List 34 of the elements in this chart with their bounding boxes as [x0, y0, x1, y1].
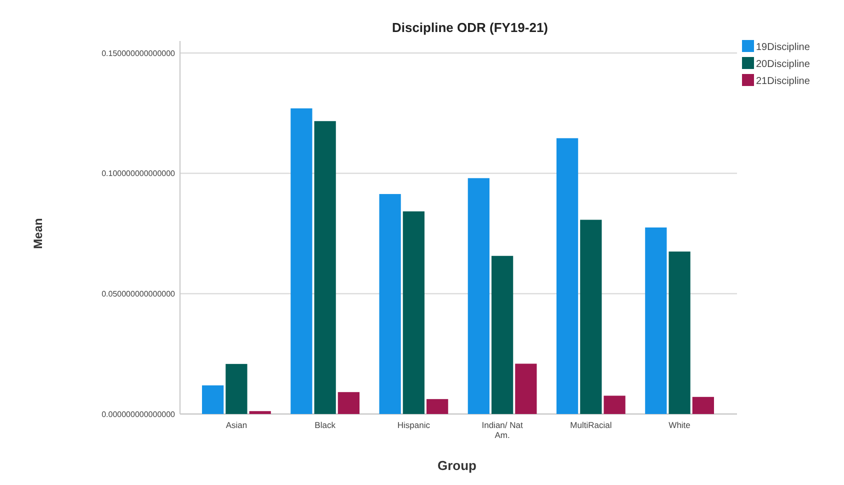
y-tick-label: 0.150000000000000	[102, 48, 176, 58]
bar	[426, 399, 448, 414]
x-axis-title: Group	[438, 458, 477, 473]
bar	[226, 364, 248, 414]
legend-label: 21Discipline	[756, 76, 810, 87]
x-tick-label: White	[668, 420, 691, 430]
y-tick-label: 0.050000000000000	[102, 289, 176, 298]
bar	[604, 396, 626, 414]
bar	[338, 392, 360, 414]
bar	[668, 252, 690, 414]
y-tick-label: 0.100000000000000	[102, 169, 176, 178]
y-tick-label: 0.000000000000000	[102, 410, 176, 419]
x-tick-label: Hispanic	[397, 420, 431, 430]
bar	[379, 194, 401, 414]
bar	[491, 256, 514, 414]
bar	[645, 227, 667, 414]
bar	[515, 364, 537, 414]
bar	[290, 108, 312, 414]
bar	[692, 396, 714, 414]
x-tick-label: MultiRacial	[570, 420, 612, 430]
x-tick-label: Indian/ Nat Am.	[482, 420, 524, 440]
bar	[402, 211, 425, 414]
bar	[249, 411, 271, 414]
x-tick-label: Asian	[226, 420, 248, 430]
bar	[202, 385, 224, 414]
bar	[314, 121, 336, 414]
legend-label: 20Discipline	[756, 59, 810, 70]
legend-label: 19Discipline	[756, 42, 810, 53]
bar	[580, 220, 602, 414]
bar	[556, 138, 578, 414]
x-tick-label: Black	[314, 420, 336, 430]
chart-title: Discipline ODR (FY19-21)	[392, 20, 548, 35]
y-axis-title: Mean	[31, 218, 45, 249]
bar	[468, 178, 490, 414]
